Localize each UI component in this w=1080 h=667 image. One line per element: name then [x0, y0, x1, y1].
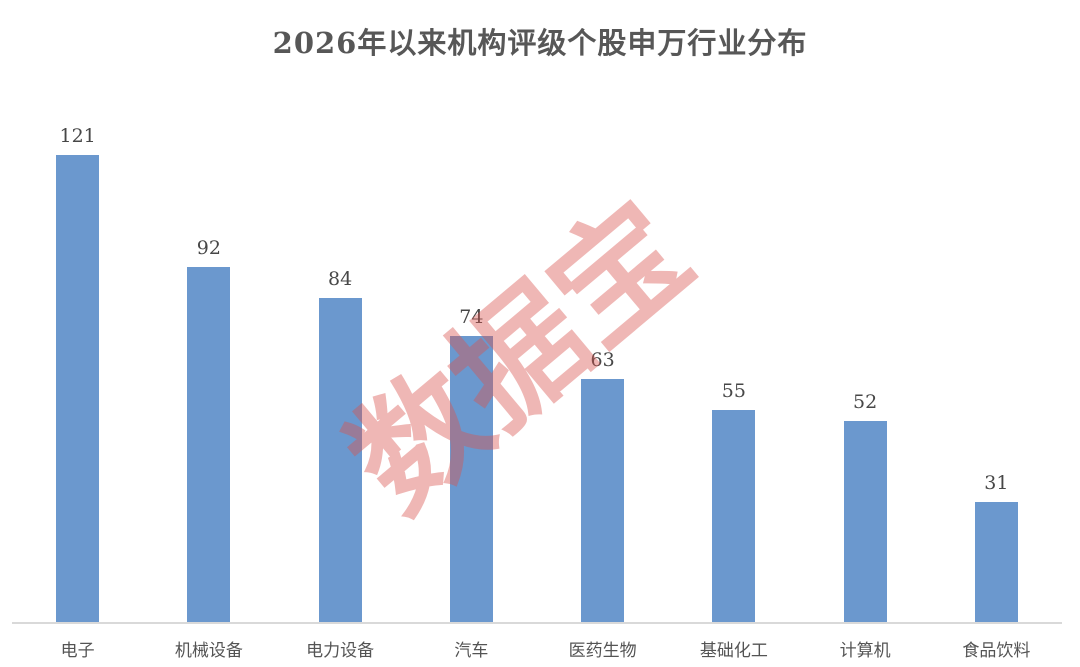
bar-value-label: 52 [853, 391, 878, 414]
bar [843, 421, 887, 622]
x-axis-category-label: 汽车 [454, 641, 489, 661]
bar-group: 92 [143, 100, 274, 622]
bar [449, 336, 493, 622]
x-axis-category-labels: 电子 机械设备 电力设备 汽车 医药生物 基础化工 计算机 食品饮料 [12, 636, 1062, 661]
bar-value-label: 55 [721, 380, 746, 403]
bar [712, 410, 756, 622]
bar-value-label: 121 [59, 125, 96, 148]
bar-value-label: 74 [459, 306, 484, 329]
x-axis-category-label: 计算机 [839, 641, 891, 661]
bar-value-label: 31 [984, 472, 1009, 495]
x-axis-baseline: 121 92 84 74 63 55 52 31 [12, 100, 1062, 624]
bar-group: 84 [275, 100, 406, 622]
x-axis-category-label: 医药生物 [568, 641, 637, 661]
bar-group: 52 [800, 100, 931, 622]
bar-value-label: 92 [196, 237, 221, 260]
bar-group: 121 [12, 100, 143, 622]
x-axis-category-label: 基础化工 [699, 641, 768, 661]
x-axis-category-label: 电子 [60, 641, 95, 661]
bar-value-label: 84 [328, 268, 353, 291]
x-axis-category-label: 机械设备 [174, 641, 243, 661]
bar-group: 31 [931, 100, 1062, 622]
bar [581, 379, 625, 622]
bar-group: 74 [406, 100, 537, 622]
x-axis-category-label: 食品饮料 [962, 641, 1031, 661]
bar [974, 502, 1018, 622]
bar-value-label: 63 [590, 349, 615, 372]
bar-group: 55 [668, 100, 799, 622]
bar-group: 63 [537, 100, 668, 622]
bar [318, 298, 362, 622]
bar [56, 155, 100, 622]
bar [187, 267, 231, 622]
chart-title: 2026年以来机构评级个股申万行业分布 [272, 26, 808, 60]
x-axis-category-label: 电力设备 [306, 641, 375, 661]
plot-area: 121 92 84 74 63 55 52 31 [12, 100, 1062, 624]
